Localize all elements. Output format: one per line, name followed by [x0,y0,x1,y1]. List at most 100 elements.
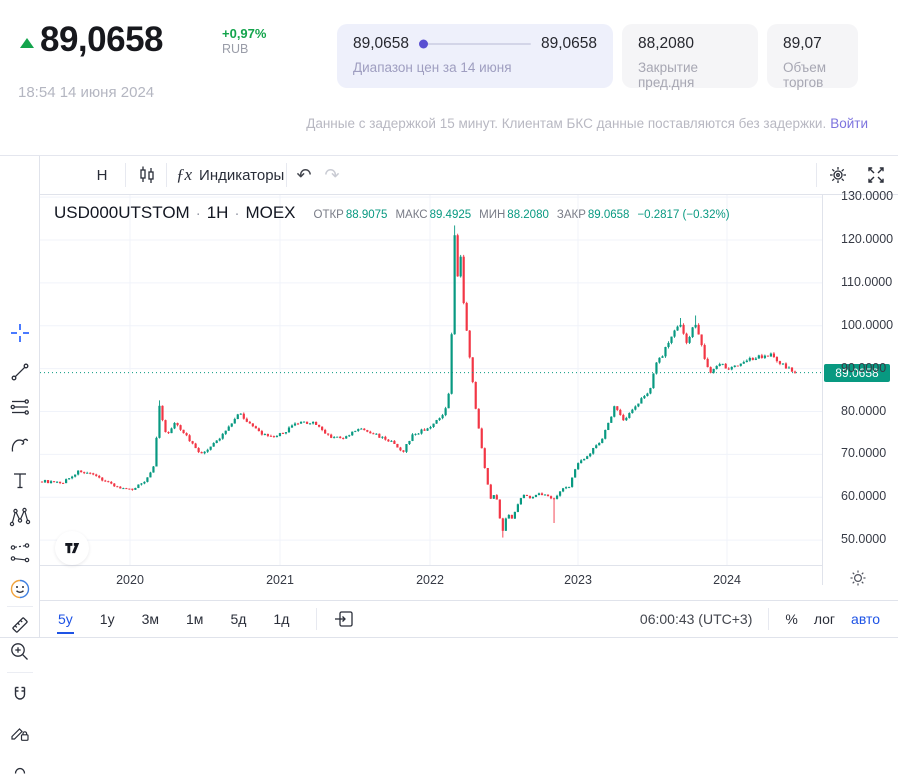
x-axis-tick: 2021 [266,573,294,587]
indicators-label: Индикаторы [199,166,285,184]
login-link[interactable]: Войти [830,116,868,131]
range-button-1m[interactable]: 1м [186,611,204,627]
price-change-percent: +0,97% [222,26,267,41]
range-button-5d[interactable]: 5д [230,611,247,627]
interval-button[interactable]: Н [96,166,108,184]
goto-date-button[interactable] [333,608,355,630]
delay-notice-text: Данные с задержкой 15 минут. Клиентам БК… [306,116,827,131]
settings-button[interactable] [823,156,853,194]
zoom-in-icon [11,643,28,660]
emoji-tool-button[interactable] [7,576,33,602]
fullscreen-button[interactable] [861,156,891,194]
range-button-5y[interactable]: 5y [57,611,74,634]
text-tool-icon [14,473,26,489]
time-axis[interactable]: 2020 2021 2022 2023 2024 [40,565,822,595]
lock-drawings-button[interactable] [7,720,33,746]
volume-value: 89,07 [783,35,822,52]
crosshair-icon [11,324,29,342]
tradingview-logo-button[interactable] [55,531,89,565]
ruler-icon [12,617,28,633]
legend-symbol: USD000UTSTOM [54,203,190,222]
remove-drawings-button[interactable] [7,758,33,784]
legend-close-value: 89.0658 [587,209,630,221]
x-axis-tick: 2020 [116,573,144,587]
toolbar-separator [125,163,126,187]
price-currency: RUB [222,42,249,57]
range-slider [419,39,531,49]
y-axis-tick: 70.0000 [841,446,887,461]
prev-close-card: 88,2080 Закрытие пред.дня [622,24,758,90]
range-high-value: 89,0658 [540,35,597,52]
legend-low-value: 88.2080 [507,209,549,221]
bottombar-separator [316,608,318,630]
auto-scale-button[interactable]: авто [851,611,880,627]
x-axis-tick: 2023 [564,573,592,587]
legend-interval: 1H [206,203,229,222]
range-button-1y[interactable]: 1y [99,611,115,627]
y-axis-tick: 80.0000 [841,403,887,418]
range-slider-dot [419,39,429,49]
redo-button[interactable]: ↷ [324,164,340,185]
y-axis-tick: 60.0000 [841,489,887,504]
legend-separator: · [234,205,240,222]
axis-settings-button[interactable] [847,567,869,589]
prev-close-value: 88,2080 [638,35,695,52]
range-button-1d[interactable]: 1д [273,611,290,627]
fib-lines-tool-button[interactable] [7,395,33,421]
legend-high-value: 89.4925 [429,209,472,221]
widget-bottom-border [0,637,898,638]
brush-tool-button[interactable] [7,432,33,458]
legend-high-label: МАКС [395,209,428,221]
chart-legend: USD000UTSTOM · 1H · MOEX ОТКР 88.9075 МАК… [54,203,730,223]
range-button-3m[interactable]: 3м [141,611,160,627]
tradingview-logo-icon [65,543,80,554]
price-change-block: +0,97% RUB [222,26,266,58]
crosshair-tool-button[interactable] [7,320,33,346]
chart-style-button[interactable] [130,156,164,194]
delay-notice: Данные с задержкой 15 минут. Клиентам БК… [306,116,868,131]
bottombar-right-group: 06:00:43 (UTC+3) % лог авто [640,608,880,630]
fx-icon: ƒx [176,165,193,184]
toolbar-separator [816,163,817,187]
magnet-icon [14,686,26,700]
log-scale-button[interactable]: лог [813,611,836,627]
chart-toolbar: Н ƒx Индикаторы ↶ ↷ [40,156,898,195]
text-tool-button[interactable] [7,468,33,494]
zoom-in-tool-button[interactable] [7,639,33,665]
y-axis-tick: 100.0000 [841,317,894,332]
legend-close-label: ЗАКР [556,209,586,221]
indicators-button[interactable]: ƒx Индикаторы [172,156,288,194]
legend-open-value: 88.9075 [345,209,388,221]
current-price: 89,0658 [40,20,164,59]
remove-drawings-icon [14,767,26,774]
lock-drawings-icon [11,728,29,741]
fullscreen-icon [868,167,884,183]
trend-line-icon [11,363,29,381]
session-clock[interactable]: 06:00:43 (UTC+3) [639,611,753,627]
y-axis-tick: 120.0000 [841,232,894,247]
trend-line-tool-button[interactable] [7,359,33,385]
toolbar-separator [286,163,287,187]
candlestick-chart[interactable] [40,195,822,565]
magnet-tool-button[interactable] [7,682,33,708]
x-axis-tick: 2024 [713,573,741,587]
xabcd-pattern-tool-button[interactable] [7,504,33,530]
last-price-label: 89.0658 [824,363,890,382]
drawing-tools-sidebar [0,156,40,774]
legend-low-label: МИН [479,209,506,221]
bottombar-separator [768,608,770,630]
ruler-tool-button[interactable] [7,612,33,638]
forecast-tool-button[interactable] [7,540,33,566]
undo-button[interactable]: ↶ [296,164,312,185]
legend-separator: · [195,205,201,222]
range-low-value: 89,0658 [353,35,410,52]
sidebar-divider [7,606,33,607]
volume-label: Объем торгов [783,60,827,90]
price-axis[interactable]: 89.0658 130.0000 120.0000 110.0000 100.0000… [822,189,898,585]
sidebar-divider [7,672,33,673]
candlestick-style-icon [140,166,154,183]
percent-scale-button[interactable]: % [785,611,798,627]
prev-close-label: Закрытие пред.дня [638,60,699,90]
toolbar-separator [166,163,167,187]
legend-ohlc: ОТКР 88.9075 МАКС 89.4925 МИН 88.2080 ЗАКР 8… [306,209,730,221]
